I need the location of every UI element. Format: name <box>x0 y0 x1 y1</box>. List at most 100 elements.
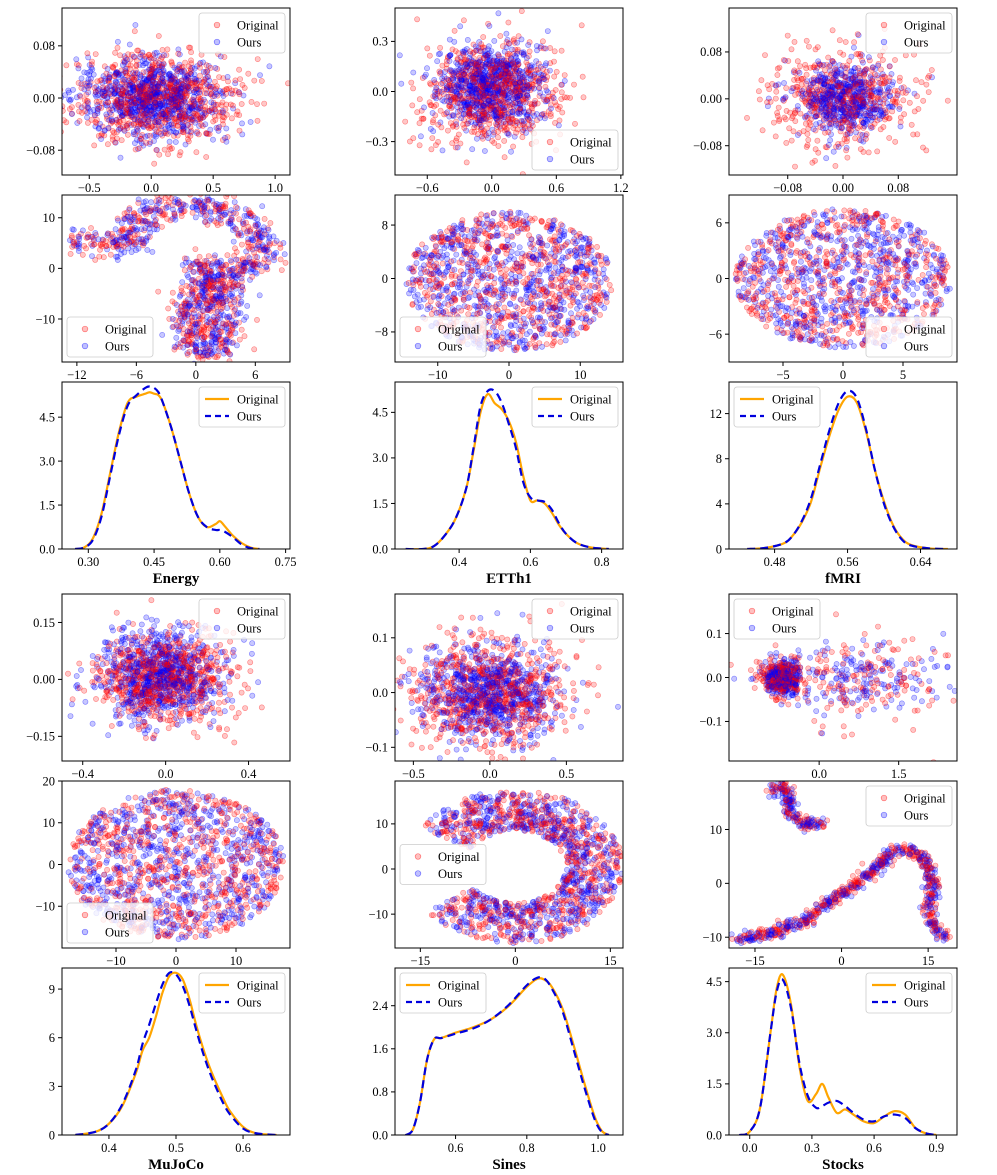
scatter-point <box>117 52 123 59</box>
scatter-point <box>221 54 228 60</box>
scatter-point <box>127 62 134 69</box>
scatter-point <box>180 122 187 129</box>
scatter-point <box>245 70 252 77</box>
scatter-point <box>146 78 153 85</box>
scatter-point <box>141 106 148 113</box>
scatter-point <box>120 113 127 120</box>
scatter-point <box>203 130 210 137</box>
scatter-point <box>173 94 180 101</box>
scatter-point <box>200 106 207 113</box>
scatter-point <box>185 296 191 303</box>
scatter-point <box>197 86 204 93</box>
scatter-point <box>193 149 200 156</box>
scatter-point <box>136 90 143 97</box>
scatter-point <box>517 122 523 128</box>
y-tick-label: 0.0 <box>372 85 388 99</box>
scatter-point <box>94 78 101 85</box>
scatter-point <box>171 107 178 113</box>
scatter-point <box>101 127 108 134</box>
scatter-point <box>152 93 159 100</box>
scatter-point <box>178 78 184 84</box>
scatter-point <box>571 81 577 88</box>
scatter-point <box>178 98 185 105</box>
scatter-point <box>137 98 143 104</box>
scatter-point <box>174 104 181 111</box>
scatter-point <box>874 148 881 155</box>
scatter-point <box>163 102 170 109</box>
scatter-point <box>165 71 172 78</box>
scatter-point <box>216 74 222 80</box>
scatter-point <box>551 73 558 80</box>
scatter-point <box>228 90 234 97</box>
scatter-point <box>148 93 155 100</box>
scatter-point <box>125 78 132 84</box>
scatter-point <box>814 137 821 144</box>
scatter-point <box>504 130 511 137</box>
scatter-point <box>794 58 801 65</box>
scatter-point <box>114 97 121 104</box>
scatter-point <box>254 101 260 107</box>
scatter-point <box>209 93 216 100</box>
scatter-point <box>173 118 180 125</box>
scatter-point <box>521 118 527 124</box>
scatter-point <box>93 98 100 105</box>
scatter-point <box>509 46 515 53</box>
scatter-point <box>792 163 798 170</box>
scatter-point <box>889 108 896 115</box>
scatter-point <box>170 103 177 110</box>
scatter-point <box>152 99 159 106</box>
scatter-point <box>112 98 119 105</box>
scatter-point <box>161 98 168 105</box>
scatter-point <box>168 59 175 66</box>
scatter-point <box>112 86 118 93</box>
scatter-point <box>135 85 142 92</box>
scatter-point <box>108 116 115 123</box>
scatter-point <box>812 96 819 103</box>
scatter-point <box>107 251 114 258</box>
scatter-point <box>115 87 121 94</box>
scatter-point <box>211 106 218 113</box>
scatter-point <box>137 120 144 127</box>
scatter-point <box>142 103 149 110</box>
scatter-point <box>106 106 113 113</box>
scatter-point <box>179 125 186 132</box>
scatter-point <box>136 104 143 110</box>
scatter-point <box>241 267 247 273</box>
scatter-point <box>165 103 172 109</box>
scatter-point <box>188 57 194 64</box>
scatter-point <box>178 113 185 120</box>
scatter-point <box>147 83 153 90</box>
scatter-point <box>221 114 228 121</box>
scatter-point <box>87 68 94 75</box>
scatter-point <box>160 111 167 117</box>
scatter-point <box>892 138 899 145</box>
scatter-point <box>113 105 120 111</box>
scatter-point <box>199 99 205 106</box>
scatter-point <box>174 68 181 75</box>
y-tick-label: 0.00 <box>700 92 722 106</box>
scatter-point <box>182 141 189 148</box>
scatter-point <box>161 93 168 100</box>
scatter-point <box>156 63 163 70</box>
scatter-point <box>219 99 226 106</box>
scatter-point <box>180 125 187 132</box>
scatter-point <box>224 74 231 80</box>
scatter-point <box>84 79 91 86</box>
scatter-point <box>111 90 118 97</box>
scatter-point <box>148 91 155 98</box>
scatter-point <box>118 91 125 98</box>
scatter-point <box>212 108 219 115</box>
scatter-point <box>174 132 181 139</box>
scatter-point <box>125 96 131 103</box>
scatter-point <box>155 101 162 107</box>
scatter-point <box>213 91 220 97</box>
scatter-point <box>528 64 534 71</box>
scatter-point <box>102 75 109 82</box>
scatter-point <box>134 103 141 110</box>
scatter-point <box>123 89 130 96</box>
scatter-point <box>114 135 120 142</box>
scatter-point <box>148 84 155 91</box>
scatter-point <box>147 70 154 77</box>
scatter-point <box>197 114 203 121</box>
scatter-point <box>111 84 118 91</box>
